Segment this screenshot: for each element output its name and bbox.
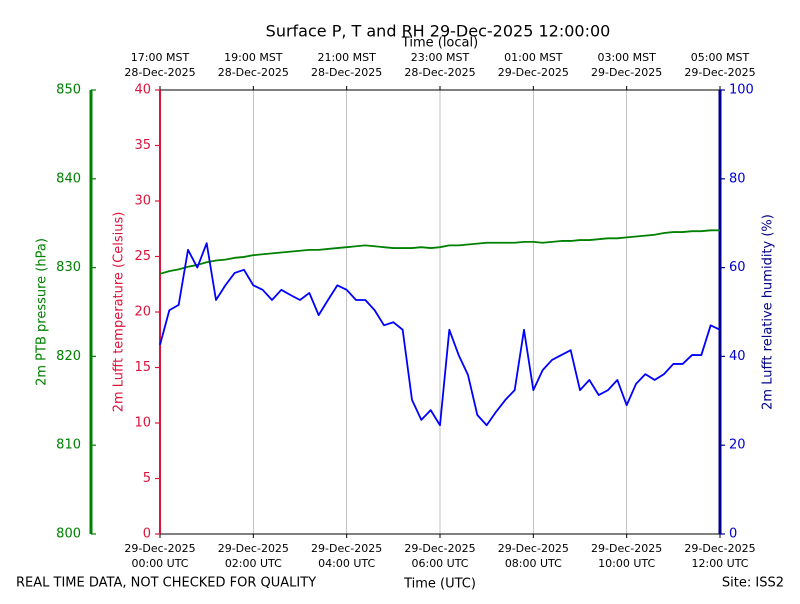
x-tick-label-line: 29-Dec-2025	[311, 542, 382, 555]
x-tick-label-line: 29-Dec-2025	[498, 542, 569, 555]
y2-tick-label: 20	[729, 438, 746, 453]
x-tick-label-line: 02:00 UTC	[225, 557, 282, 570]
x-tick-label-line: 29-Dec-2025	[218, 542, 289, 555]
y-tick-label: 35	[134, 138, 151, 153]
x2-tick-label-line: 17:00 MST	[131, 51, 190, 64]
x2-tick-label: 21:00 MST 28-Dec-2025	[311, 51, 382, 79]
x2-tick-label-line: 21:00 MST	[317, 51, 376, 64]
x2-tick-label: 23:00 MST 28-Dec-2025	[404, 51, 475, 79]
x2-tick-label-line: 28-Dec-2025	[124, 66, 195, 79]
x-axis-label: Time (UTC)	[403, 577, 476, 592]
x2-tick-label-line: 29-Dec-2025	[684, 66, 755, 79]
x-tick-label: 29-Dec-2025 04:00 UTC	[311, 542, 382, 570]
x2-tick-label-line: 28-Dec-2025	[404, 66, 475, 79]
y-tick-label: 40	[134, 83, 151, 98]
data-line	[159, 242, 721, 427]
y-tick-label: 25	[134, 249, 151, 264]
x2-tick-label-line: 03:00 MST	[597, 51, 656, 64]
y-tick-label: 15	[134, 360, 151, 375]
x-tick-label-line: 29-Dec-2025	[591, 542, 662, 555]
x-tick-label-line: 06:00 UTC	[411, 557, 468, 570]
x2-tick-label-line: 23:00 MST	[411, 51, 470, 64]
x2-tick-label-line: 29-Dec-2025	[498, 66, 569, 79]
x2-tick-label-line: 19:00 MST	[224, 51, 283, 64]
y-tick-label: 20	[134, 305, 151, 320]
y2-axis-label: 2m Lufft relative humidity (%)	[761, 214, 776, 410]
x2-tick-label: 01:00 MST 29-Dec-2025	[498, 51, 569, 79]
x-tick-label-line: 00:00 UTC	[131, 557, 188, 570]
y3-axis-label: 2m PTB pressure (hPa)	[35, 238, 50, 386]
y2-tick-label: 60	[729, 260, 746, 275]
x-tick-label-line: 08:00 UTC	[505, 557, 562, 570]
x-tick-label-line: 29-Dec-2025	[404, 542, 475, 555]
y3-tick-label: 830	[56, 260, 81, 275]
y2-tick-label: 80	[729, 171, 746, 186]
x-tick-label: 29-Dec-2025 02:00 UTC	[218, 542, 289, 570]
site-label: Site: ISS2	[722, 576, 784, 591]
chart-title: Surface P, T and RH 29-Dec-2025 12:00:00	[266, 22, 611, 41]
y2-tick-label: 0	[729, 527, 737, 542]
x-tick-label: 29-Dec-2025 06:00 UTC	[404, 542, 475, 570]
x-tick-label-line: 10:00 UTC	[598, 557, 655, 570]
footer-note: REAL TIME DATA, NOT CHECKED FOR QUALITY	[16, 576, 316, 591]
x2-tick-label-line: 28-Dec-2025	[311, 66, 382, 79]
x2-tick-label: 17:00 MST 28-Dec-2025	[124, 51, 195, 79]
x2-tick-label-line: 29-Dec-2025	[591, 66, 662, 79]
x2-axis-label: Time (local)	[401, 36, 478, 51]
y3-tick-label: 810	[56, 438, 81, 453]
x2-tick-label-line: 01:00 MST	[504, 51, 563, 64]
y-tick-label: 10	[134, 416, 151, 431]
x-tick-label: 29-Dec-2025 12:00 UTC	[684, 542, 755, 570]
x2-tick-label-line: 28-Dec-2025	[218, 66, 289, 79]
y-axis-label: 2m Lufft temperature (Celsius)	[112, 212, 127, 413]
x-tick-label-line: 04:00 UTC	[318, 557, 375, 570]
x-tick-label-line: 29-Dec-2025	[684, 542, 755, 555]
x-tick-label-line: 12:00 UTC	[691, 557, 748, 570]
x2-tick-label: 05:00 MST 29-Dec-2025	[684, 51, 755, 79]
x2-tick-label: 19:00 MST 28-Dec-2025	[218, 51, 289, 79]
x-tick-label: 29-Dec-2025 10:00 UTC	[591, 542, 662, 570]
data-line	[159, 229, 720, 275]
y3-tick-label: 840	[56, 171, 81, 186]
y3-tick-label: 800	[56, 527, 81, 542]
y3-tick-label: 850	[56, 83, 81, 98]
y-tick-label: 30	[134, 194, 151, 209]
y2-tick-label: 40	[729, 349, 746, 364]
x2-tick-label: 03:00 MST 29-Dec-2025	[591, 51, 662, 79]
x-tick-label-line: 29-Dec-2025	[124, 542, 195, 555]
y2-tick-label: 100	[729, 83, 754, 98]
x-tick-label: 29-Dec-2025 00:00 UTC	[124, 542, 195, 570]
y-tick-label: 5	[143, 471, 151, 486]
y-tick-label: 0	[143, 527, 151, 542]
x-tick-label: 29-Dec-2025 08:00 UTC	[498, 542, 569, 570]
y3-tick-label: 820	[56, 349, 81, 364]
x2-tick-label-line: 05:00 MST	[691, 51, 750, 64]
